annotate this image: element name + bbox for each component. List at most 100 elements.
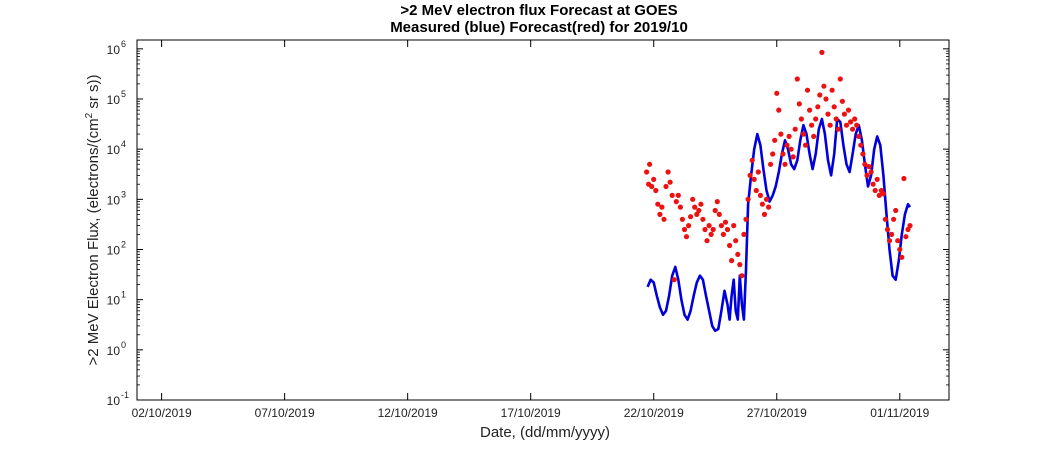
forecast-point — [724, 226, 731, 233]
forecast-point — [683, 234, 690, 240]
forecast-point — [759, 201, 766, 207]
x-tick-label: 22/10/2019 — [624, 406, 684, 420]
forecast-point — [776, 107, 782, 113]
forecast-point — [755, 169, 761, 175]
y-tick-label: 10 — [107, 394, 121, 408]
x-tick-label: 12/10/2019 — [378, 406, 438, 420]
plot-area-frame — [136, 39, 950, 401]
forecast-point — [858, 142, 864, 148]
forecast-point — [651, 176, 657, 182]
forecast-point — [848, 119, 854, 125]
chart-title: >2 MeV electron flux Forecast at GOES — [400, 2, 677, 19]
forecast-point — [731, 223, 737, 229]
x-axis-title: Date, (dd/mm/yyyy) — [480, 424, 610, 441]
forecast-point — [700, 216, 706, 222]
forecast-point — [829, 87, 835, 93]
forecast-point — [807, 107, 813, 113]
forecast-point — [811, 133, 817, 139]
forecast-point — [880, 191, 887, 197]
forecast-point — [825, 111, 831, 117]
y-tick-label: 10 — [107, 43, 121, 57]
forecast-point — [854, 122, 860, 128]
forecast-point — [819, 49, 825, 56]
forecast-point — [905, 226, 911, 233]
forecast-point — [675, 192, 681, 198]
forecast-point — [739, 273, 745, 279]
y-tick-exponent: 3 — [121, 189, 126, 199]
forecast-point — [696, 207, 702, 214]
y-tick-label: 10 — [107, 143, 121, 157]
forecast-point — [733, 238, 739, 244]
forecast-point — [655, 201, 661, 207]
y-tick-label: 10 — [107, 294, 121, 308]
forecast-point — [831, 104, 837, 110]
forecast-point — [735, 251, 741, 257]
forecast-point — [800, 131, 807, 137]
forecast-point — [874, 176, 880, 182]
y-tick-exponent: 0 — [121, 340, 126, 350]
forecast-point — [889, 231, 895, 237]
forecast-point — [718, 223, 725, 229]
y-tick-label: 10 — [107, 93, 121, 107]
forecast-point — [768, 161, 774, 167]
forecast-point — [882, 216, 889, 222]
forecast-point — [665, 169, 671, 175]
forecast-point — [729, 258, 735, 264]
y-tick-exponent: 2 — [121, 240, 126, 250]
forecast-point — [753, 187, 759, 194]
forecast-point — [741, 231, 747, 237]
forecast-point — [856, 133, 862, 139]
forecast-point — [792, 126, 798, 132]
forecast-point — [766, 204, 772, 210]
forecast-point — [679, 216, 686, 222]
forecast-point — [815, 104, 821, 110]
forecast-point — [778, 131, 784, 137]
forecast-point — [798, 116, 805, 122]
forecast-point — [901, 175, 907, 182]
forecast-point — [671, 277, 677, 283]
forecast-point — [835, 126, 841, 132]
y-tick-label: 10 — [107, 344, 121, 358]
forecast-point — [686, 223, 692, 229]
forecast-point — [864, 172, 870, 178]
forecast-point — [712, 207, 718, 214]
forecast-point — [751, 176, 757, 182]
forecast-point — [681, 226, 688, 233]
forecast-point — [694, 211, 700, 217]
forecast-point — [899, 254, 905, 260]
forecast-point — [833, 116, 839, 122]
forecast-point — [653, 187, 659, 194]
forecast-point — [784, 142, 790, 148]
forecast-point — [716, 211, 722, 217]
y-tick-exponent: 6 — [121, 39, 126, 49]
forecast-point — [706, 223, 712, 229]
y-axis-title-main: >2 MeV Electron Flux, (electrons/(cm — [85, 118, 102, 365]
forecast-point — [644, 169, 650, 175]
forecast-point — [788, 146, 794, 152]
forecast-point — [802, 142, 809, 148]
forecast-point — [870, 181, 876, 187]
forecast-point — [886, 238, 893, 244]
x-tick-label: 27/10/2019 — [747, 406, 807, 420]
chart-subtitle: Measured (blue) Forecast(red) for 2019/1… — [390, 19, 688, 36]
forecast-point — [770, 151, 776, 157]
forecast-point — [772, 137, 778, 143]
forecast-point — [663, 183, 669, 190]
forecast-point — [841, 111, 848, 117]
forecast-point — [692, 204, 698, 210]
forecast-point — [647, 161, 653, 167]
forecast-point — [827, 122, 833, 128]
forecast-point — [722, 219, 729, 225]
forecast-point — [780, 151, 786, 157]
forecast-point — [786, 133, 792, 139]
forecast-point — [710, 226, 716, 233]
forecast-point — [763, 196, 770, 202]
y-tick-label: 10 — [107, 193, 121, 207]
forecast-point — [817, 92, 823, 98]
y-tick-exponent: 5 — [121, 89, 126, 99]
forecast-point — [839, 98, 846, 104]
forecast-point — [714, 199, 720, 205]
